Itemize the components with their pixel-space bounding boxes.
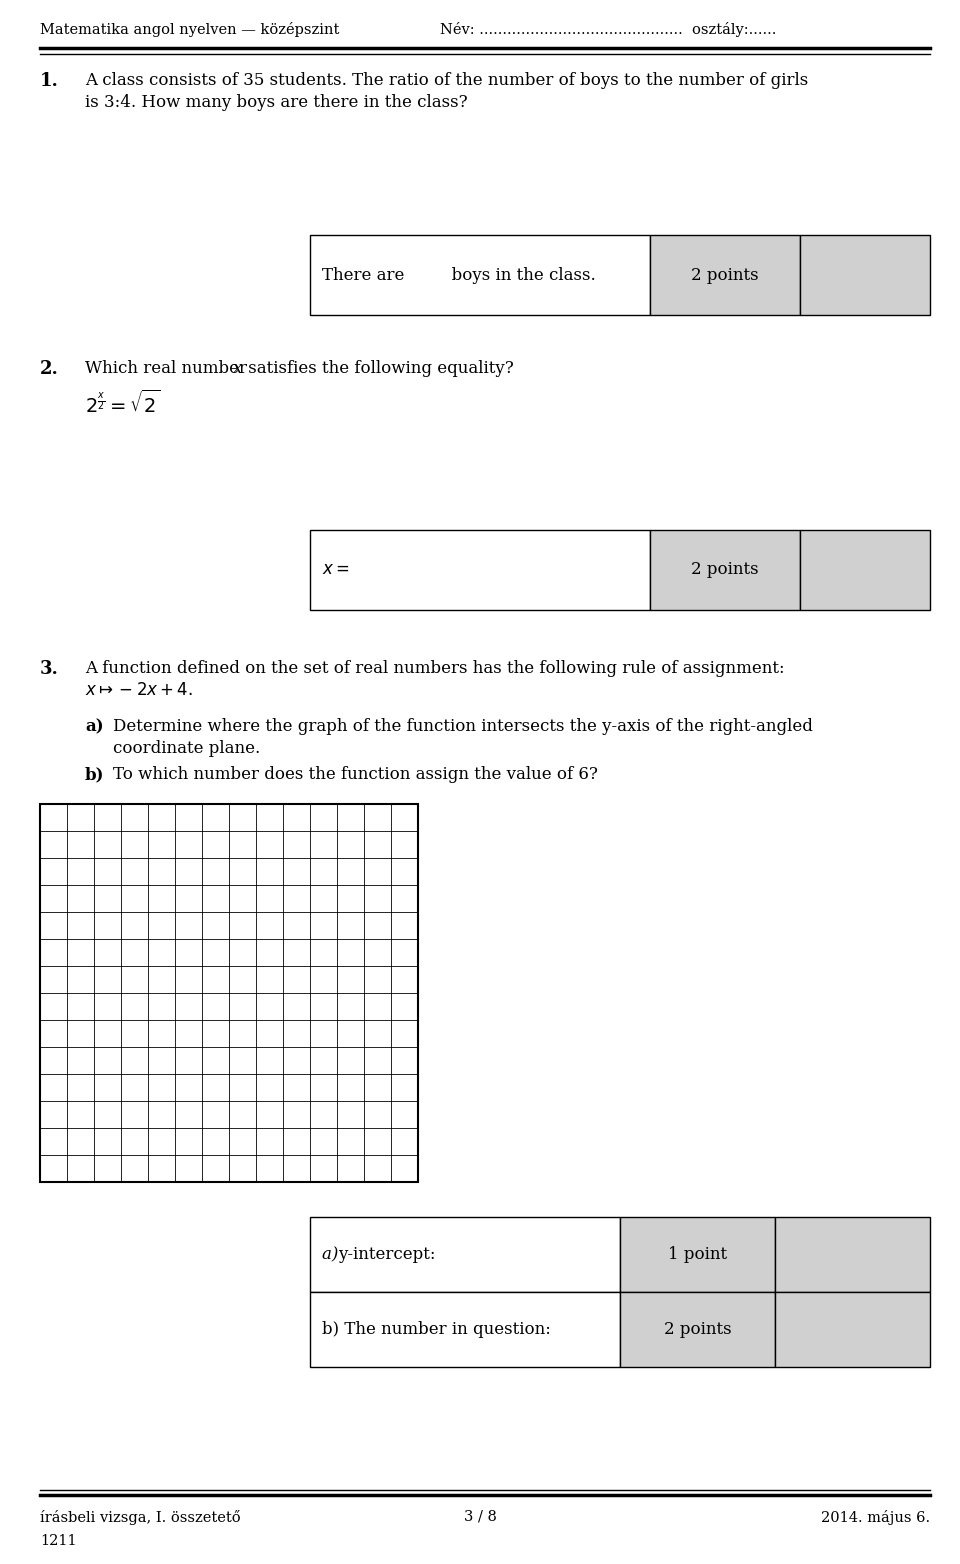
Bar xyxy=(775,1217,930,1292)
Text: 2.: 2. xyxy=(40,360,59,378)
Text: a): a) xyxy=(85,718,104,735)
Text: satisfies the following equality?: satisfies the following equality? xyxy=(243,360,514,377)
Text: Név: ............................................  osztály:......: Név: ...................................… xyxy=(440,22,777,38)
Text: 2 points: 2 points xyxy=(691,561,758,579)
Text: 2 points: 2 points xyxy=(691,266,758,283)
Text: y-intercept:: y-intercept: xyxy=(338,1247,436,1264)
Text: 3 / 8: 3 / 8 xyxy=(464,1509,496,1523)
Text: b) The number in question:: b) The number in question: xyxy=(322,1322,551,1337)
Text: $x \mapsto -2x + 4.$: $x \mapsto -2x + 4.$ xyxy=(85,682,193,699)
Bar xyxy=(40,804,418,1182)
Text: coordinate plane.: coordinate plane. xyxy=(113,740,260,757)
Bar xyxy=(310,1292,620,1367)
Bar xyxy=(650,530,800,610)
Text: 3.: 3. xyxy=(40,660,59,679)
Bar xyxy=(800,530,930,610)
Text: Determine where the graph of the function intersects the y-axis of the right-ang: Determine where the graph of the functio… xyxy=(113,718,813,735)
Text: 2014. május 6.: 2014. május 6. xyxy=(821,1509,930,1525)
Text: $2^{\frac{x}{2}} = \sqrt{2}$: $2^{\frac{x}{2}} = \sqrt{2}$ xyxy=(85,389,160,418)
Bar xyxy=(310,235,650,314)
Text: A class consists of 35 students. The ratio of the number of boys to the number o: A class consists of 35 students. The rat… xyxy=(85,72,808,89)
Text: 1 point: 1 point xyxy=(668,1247,727,1264)
Text: is 3:4. How many boys are there in the class?: is 3:4. How many boys are there in the c… xyxy=(85,94,468,111)
Text: b): b) xyxy=(85,766,105,784)
Text: $x =$: $x =$ xyxy=(322,561,349,579)
Bar xyxy=(310,1217,620,1292)
Text: 1.: 1. xyxy=(40,72,59,91)
Bar xyxy=(620,1217,775,1292)
Bar xyxy=(800,235,930,314)
Bar xyxy=(650,235,800,314)
Bar xyxy=(775,1292,930,1367)
Text: A function defined on the set of real numbers has the following rule of assignme: A function defined on the set of real nu… xyxy=(85,660,784,677)
Text: Matematika angol nyelven — középszint: Matematika angol nyelven — középszint xyxy=(40,22,340,38)
Text: Which real number: Which real number xyxy=(85,360,252,377)
Text: 1211: 1211 xyxy=(40,1534,77,1548)
Text: There are         boys in the class.: There are boys in the class. xyxy=(322,266,596,283)
Text: To which number does the function assign the value of 6?: To which number does the function assign… xyxy=(113,766,598,784)
Text: a): a) xyxy=(322,1247,344,1264)
Bar xyxy=(620,1292,775,1367)
Text: 2 points: 2 points xyxy=(663,1322,732,1337)
Text: x: x xyxy=(233,360,242,377)
Text: írásbeli vizsga, I. összetető: írásbeli vizsga, I. összetető xyxy=(40,1509,241,1525)
Bar xyxy=(310,530,650,610)
